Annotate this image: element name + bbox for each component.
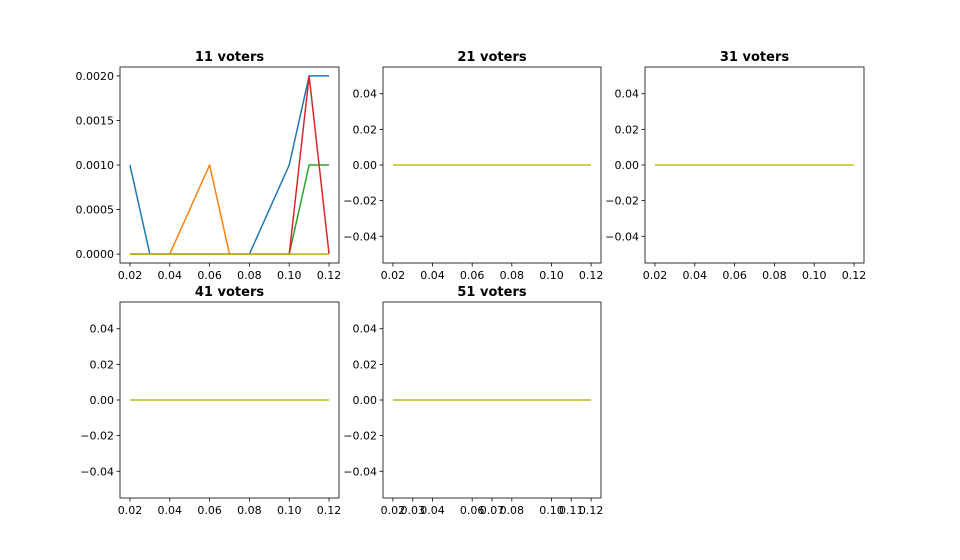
- y-tick-label: 0.00: [353, 159, 378, 172]
- y-axis: 0.04 0.02 0.00 −0.02 −0.04: [80, 323, 120, 478]
- y-tick-label: 0.04: [353, 88, 378, 101]
- subplot-title: 31 voters: [720, 50, 789, 65]
- y-tick-label: 0.0000: [76, 248, 115, 261]
- y-axis: 0.04 0.02 0.00 −0.02 −0.04: [343, 88, 383, 243]
- subplot-title: 51 voters: [457, 285, 526, 300]
- x-axis: 0.020.030.04 0.060.070.08 0.100.110.12: [381, 498, 604, 517]
- x-tick-label: 0.06: [722, 269, 747, 282]
- x-tick-label: 0.04: [158, 269, 183, 282]
- x-axis: 0.02 0.04 0.06 0.08 0.10 0.12: [381, 263, 604, 282]
- x-tick-label: 0.06: [197, 504, 222, 517]
- x-tick-label: 0.02: [118, 269, 143, 282]
- series-group: [129, 75, 330, 255]
- y-axis: 0.04 0.02 0.00 −0.02 −0.04: [605, 88, 645, 243]
- x-tick-label: 0.10: [277, 269, 302, 282]
- x-axis: 0.02 0.04 0.06 0.08 0.10 0.12: [643, 263, 867, 282]
- x-tick-label: 0.12: [842, 269, 867, 282]
- x-tick-label: 0.08: [237, 269, 262, 282]
- x-tick-label: 0.08: [500, 269, 525, 282]
- x-tick-label: 0.07: [480, 504, 505, 517]
- x-tick-label: 0.04: [683, 269, 708, 282]
- x-tick-label: 0.10: [277, 504, 302, 517]
- x-tick-label: 0.06: [197, 269, 222, 282]
- y-tick-label: −0.02: [343, 195, 377, 208]
- x-tick-label: 0.12: [317, 504, 342, 517]
- x-tick-label: 0.10: [539, 269, 564, 282]
- subplot-title: 41 voters: [195, 285, 264, 300]
- y-tick-label: 0.0005: [76, 204, 115, 217]
- x-tick-label: 0.06: [460, 504, 485, 517]
- y-tick-label: 0.04: [353, 323, 378, 336]
- y-tick-label: −0.04: [343, 230, 377, 243]
- x-tick-label: 0.12: [579, 269, 604, 282]
- y-tick-label: −0.02: [343, 430, 377, 443]
- y-tick-label: −0.04: [80, 465, 114, 478]
- y-tick-label: −0.02: [605, 195, 639, 208]
- y-tick-label: 0.0010: [76, 159, 115, 172]
- x-tick-label: 0.02: [643, 269, 668, 282]
- y-tick-label: 0.00: [615, 159, 640, 172]
- y-tick-label: 0.0020: [76, 70, 115, 83]
- x-tick-label: 0.10: [802, 269, 827, 282]
- x-tick-label: 0.03: [400, 504, 425, 517]
- x-tick-label: 0.08: [500, 504, 525, 517]
- y-axis: 0.04 0.02 0.00 −0.02 −0.04: [343, 323, 383, 478]
- x-tick-label: 0.12: [579, 504, 604, 517]
- y-tick-label: 0.00: [353, 394, 378, 407]
- y-axis: 0.0000 0.0005 0.0010 0.0015 0.0020: [76, 70, 120, 261]
- y-tick-label: 0.0015: [76, 114, 115, 127]
- y-tick-label: 0.04: [615, 88, 640, 101]
- y-tick-label: 0.04: [90, 323, 115, 336]
- x-tick-label: 0.08: [237, 504, 262, 517]
- y-tick-label: 0.02: [615, 123, 640, 136]
- y-tick-label: 0.02: [90, 358, 115, 371]
- x-tick-label: 0.02: [118, 504, 143, 517]
- x-tick-label: 0.06: [460, 269, 485, 282]
- y-tick-label: −0.02: [80, 430, 114, 443]
- x-tick-label: 0.04: [420, 504, 445, 517]
- y-tick-label: −0.04: [605, 230, 639, 243]
- subplot-title: 21 voters: [457, 50, 526, 65]
- y-tick-label: −0.04: [343, 465, 377, 478]
- y-tick-label: 0.02: [353, 123, 378, 136]
- x-tick-label: 0.08: [762, 269, 787, 282]
- x-tick-label: 0.11: [559, 504, 584, 517]
- x-tick-label: 0.02: [381, 504, 406, 517]
- y-tick-label: 0.02: [353, 358, 378, 371]
- y-tick-label: 0.00: [90, 394, 115, 407]
- x-tick-label: 0.12: [317, 269, 342, 282]
- x-axis: 0.02 0.04 0.06 0.08 0.10 0.12: [118, 263, 342, 282]
- subplot-title: 11 voters: [195, 50, 264, 65]
- x-tick-label: 0.02: [381, 269, 406, 282]
- x-tick-label: 0.04: [158, 504, 183, 517]
- x-tick-label: 0.04: [420, 269, 445, 282]
- x-axis: 0.02 0.04 0.06 0.08 0.10 0.12: [118, 498, 342, 517]
- x-tick-label: 0.10: [539, 504, 564, 517]
